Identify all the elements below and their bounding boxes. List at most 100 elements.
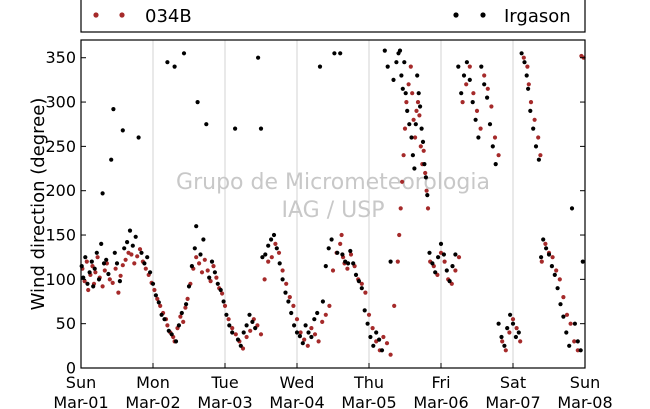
data-point-irgason — [192, 246, 197, 251]
data-point-irgason — [487, 122, 493, 127]
data-point-irgason — [505, 326, 510, 331]
data-point-irgason — [99, 241, 104, 246]
data-point-irgason — [456, 64, 461, 69]
data-point-irgason — [388, 259, 393, 264]
data-point-034b — [348, 252, 354, 257]
data-point-irgason — [263, 252, 268, 257]
data-point-irgason — [433, 270, 438, 275]
data-point-034b — [510, 317, 516, 322]
data-point-irgason — [447, 279, 452, 284]
data-point-034b — [327, 303, 332, 308]
data-point-034b — [82, 279, 87, 284]
data-point-irgason — [332, 51, 337, 56]
data-point-irgason — [450, 264, 455, 269]
data-point-034b — [132, 261, 137, 266]
y-tick-label: 200 — [45, 181, 76, 200]
data-point-irgason — [195, 100, 200, 105]
data-point-irgason — [420, 139, 426, 144]
data-point-irgason — [539, 255, 544, 260]
data-point-irgason — [359, 286, 364, 291]
data-point-034b — [107, 277, 112, 282]
x-tick-day: Mon — [136, 373, 170, 392]
data-point-irgason — [371, 343, 376, 348]
data-point-034b — [507, 330, 512, 335]
data-point-irgason — [176, 323, 181, 328]
data-point-irgason — [351, 261, 356, 266]
data-point-034b — [345, 266, 350, 271]
data-point-034b — [388, 352, 393, 357]
data-point-irgason — [425, 193, 430, 198]
data-point-irgason — [496, 321, 501, 326]
data-point-irgason — [362, 308, 367, 313]
data-point-irgason — [397, 48, 403, 53]
data-point-034b — [194, 255, 199, 260]
data-point-034b — [323, 312, 328, 317]
data-point-irgason — [572, 321, 578, 326]
data-point-irgason — [266, 243, 271, 248]
data-point-034b — [492, 135, 498, 140]
data-point-034b — [129, 252, 134, 257]
data-point-irgason — [241, 330, 246, 335]
data-point-irgason — [418, 104, 423, 109]
x-tick-day: Sun — [66, 373, 96, 392]
data-point-irgason — [519, 51, 524, 56]
data-point-034b — [474, 108, 480, 113]
data-point-034b — [467, 64, 472, 69]
data-point-034b — [244, 334, 249, 340]
data-point-034b — [464, 82, 469, 87]
legend-label-irgason: Irgason — [504, 6, 571, 27]
data-point-irgason — [133, 234, 138, 239]
data-point-irgason — [114, 261, 120, 266]
data-point-irgason — [399, 73, 404, 78]
data-point-irgason — [567, 343, 572, 348]
data-point-irgason — [379, 348, 385, 353]
data-point-034b — [536, 135, 541, 140]
y-axis-ticks: 0 50 100 150 200 250 300 350 — [45, 48, 585, 378]
data-point-034b — [471, 91, 476, 96]
data-point-irgason — [283, 290, 288, 295]
data-point-irgason — [580, 259, 585, 264]
data-point-irgason — [212, 270, 217, 275]
data-point-034b — [414, 108, 419, 113]
data-point-irgason — [162, 317, 167, 322]
data-point-034b — [269, 255, 274, 260]
data-point-034b — [143, 266, 148, 271]
data-point-irgason — [150, 281, 156, 286]
x-tick-date: Mar-05 — [341, 393, 396, 409]
x-tick-day: Sun — [570, 373, 600, 392]
data-point-034b — [230, 326, 235, 331]
data-point-irgason — [139, 250, 144, 255]
data-point-034b — [211, 264, 216, 269]
data-point-034b — [183, 305, 188, 310]
data-point-irgason — [578, 348, 583, 353]
data-point-irgason — [104, 257, 109, 262]
data-point-034b — [423, 170, 428, 176]
data-point-irgason — [377, 337, 382, 342]
data-point-034b — [564, 312, 570, 317]
scatter-points — [79, 48, 586, 357]
data-point-irgason — [436, 255, 441, 260]
data-point-irgason — [224, 312, 229, 317]
data-point-034b — [197, 261, 202, 266]
data-point-034b — [220, 291, 225, 296]
data-point-034b — [312, 332, 318, 337]
data-point-irgason — [402, 60, 407, 65]
data-point-irgason — [407, 122, 412, 127]
data-point-034b — [572, 339, 577, 344]
legend-marker-034b — [93, 12, 99, 18]
data-point-034b — [100, 284, 105, 289]
data-point-irgason — [207, 275, 212, 280]
x-tick-date: Mar-06 — [413, 393, 468, 409]
data-point-irgason — [83, 255, 88, 260]
data-point-irgason — [280, 277, 285, 282]
data-point-034b — [397, 232, 402, 238]
data-point-034b — [538, 153, 543, 158]
data-point-irgason — [181, 51, 187, 56]
watermark-line: Grupo de Micrometeorologia — [176, 170, 490, 195]
data-point-irgason — [130, 243, 135, 248]
data-point-irgason — [238, 343, 243, 348]
legend-marker-034b — [119, 12, 125, 18]
data-point-034b — [262, 277, 267, 282]
data-point-irgason — [441, 252, 446, 257]
data-point-irgason — [189, 264, 194, 269]
